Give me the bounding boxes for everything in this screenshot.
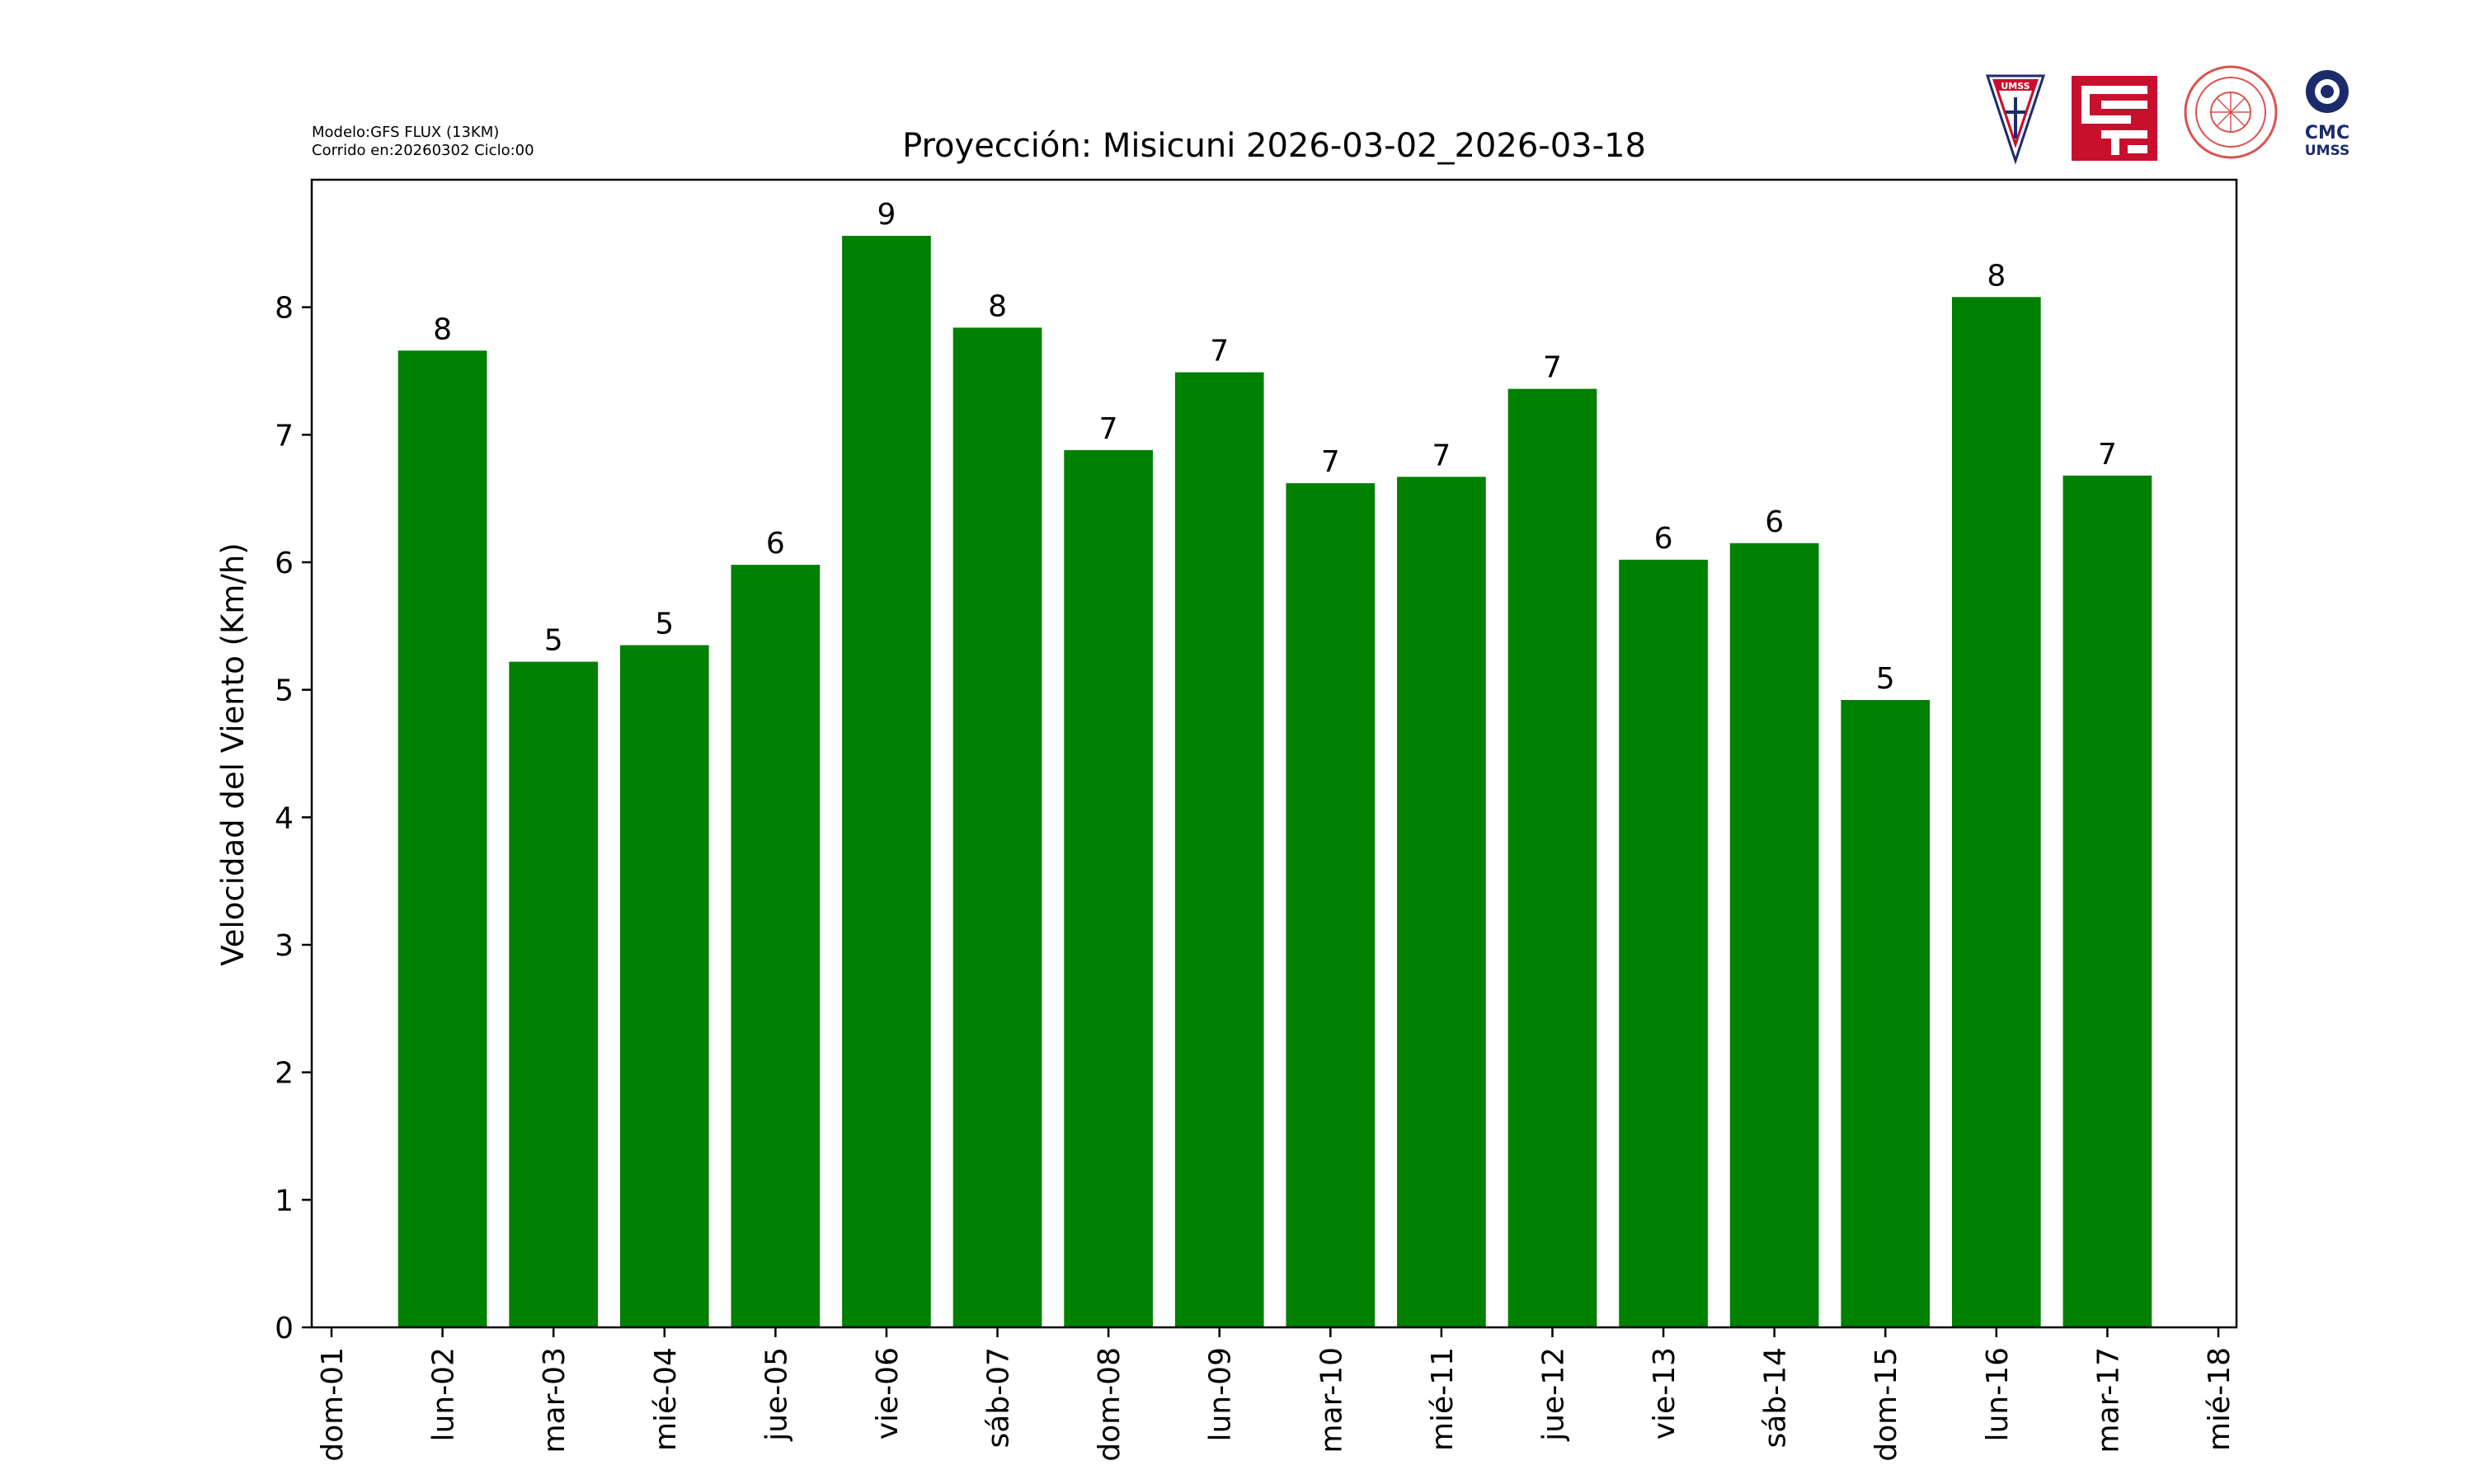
- bar-mié-04: [619, 645, 709, 1327]
- bar-value-label: 8: [1987, 259, 2006, 293]
- umss-shield-logo: UMSS: [1985, 74, 2046, 165]
- bar-vie-13: [1619, 559, 1708, 1327]
- x-tick-label: mar-17: [2091, 1347, 2125, 1453]
- x-tick-label: lun-16: [1981, 1347, 2015, 1441]
- bar-value-label: 6: [1765, 505, 1784, 539]
- x-tick-label: mar-03: [538, 1347, 571, 1453]
- bar-value-label: 6: [1654, 522, 1673, 556]
- bar-value-label: 6: [766, 527, 785, 561]
- x-tick-label: dom-01: [316, 1347, 350, 1462]
- y-tick-label: 0: [275, 1312, 294, 1345]
- bar-jue-05: [731, 565, 821, 1327]
- y-tick-label: 7: [275, 419, 294, 453]
- x-tick-label: mar-10: [1315, 1347, 1348, 1453]
- x-tick-label: jue-05: [760, 1347, 793, 1442]
- x-tick-label: mié-04: [649, 1347, 683, 1451]
- x-tick-label: dom-08: [1093, 1347, 1126, 1462]
- cmc-umss-logo: CMC UMSS: [2305, 70, 2349, 159]
- y-axis-label: Velocidad del Viento (Km/h): [215, 542, 251, 965]
- x-tick-label: jue-12: [1536, 1347, 1570, 1442]
- y-tick-label: 1: [275, 1184, 294, 1218]
- x-tick-label: mié-18: [2203, 1347, 2236, 1451]
- x-tick-label: vie-13: [1648, 1347, 1681, 1439]
- bar-mar-10: [1286, 483, 1376, 1327]
- plot-frame: [310, 178, 2238, 1329]
- bar-labels-layer: 8 5 5 6 9 8 7 7 7 7 7 6 6 5 8 7: [433, 198, 2117, 696]
- bar-lun-09: [1174, 372, 1264, 1328]
- bar-value-label: 5: [655, 608, 674, 641]
- bar-value-label: 7: [1210, 335, 1229, 369]
- y-tick-label: 5: [275, 674, 294, 708]
- bar-value-label: 9: [877, 198, 896, 232]
- bar-value-label: 5: [1876, 662, 1895, 696]
- y-tick-label: 6: [275, 547, 294, 580]
- y-tick-label: 3: [275, 929, 294, 963]
- bar-dom-15: [1841, 700, 1931, 1327]
- y-axis: 0 1 2 3 4 5 6 7 8: [275, 292, 312, 1345]
- x-axis: dom-01 lun-02 mar-03 mié-04 jue-05 vie-06 sáb-…: [316, 1327, 2236, 1462]
- bar-value-label: 7: [1543, 351, 1562, 385]
- bar-lun-16: [1951, 297, 2041, 1327]
- umss-logo-label: UMSS: [2001, 81, 2030, 92]
- run-info-text: Corrido en:20260302 Ciclo:00: [312, 142, 534, 159]
- x-tick-label: mié-11: [1426, 1347, 1460, 1451]
- bar-jue-12: [1507, 388, 1597, 1327]
- bar-value-label: 7: [2098, 438, 2117, 472]
- x-tick-label: vie-06: [871, 1347, 905, 1439]
- bar-value-label: 5: [544, 624, 563, 658]
- bar-value-label: 8: [988, 289, 1007, 323]
- bar-lun-02: [397, 350, 487, 1328]
- fcyt-logo: [2072, 76, 2157, 161]
- bar-dom-08: [1064, 449, 1153, 1327]
- physics-department-seal: [2184, 65, 2278, 159]
- y-tick-label: 8: [275, 292, 294, 326]
- y-tick-label: 4: [275, 801, 294, 835]
- bar-sáb-14: [1729, 542, 1819, 1327]
- cmc-logo-sublabel: UMSS: [2305, 143, 2349, 159]
- chart-title: Proyección: Misicuni 2026-03-02_2026-03-…: [902, 127, 1646, 165]
- bar-value-label: 7: [1432, 439, 1451, 472]
- bar-mar-03: [509, 661, 599, 1327]
- cmc-logo-label: CMC: [2305, 123, 2349, 143]
- x-tick-label: dom-15: [1870, 1347, 1903, 1462]
- bar-vie-06: [842, 236, 931, 1327]
- bar-mar-17: [2062, 475, 2152, 1327]
- model-info-text: Modelo:GFS FLUX (13KM): [312, 124, 499, 141]
- bar-value-label: 7: [1099, 412, 1118, 446]
- bar-sáb-07: [952, 327, 1042, 1327]
- bars-layer: [397, 236, 2152, 1328]
- bar-value-label: 8: [433, 312, 452, 346]
- x-tick-label: lun-02: [427, 1347, 461, 1441]
- x-tick-label: lun-09: [1204, 1347, 1238, 1441]
- y-tick-label: 2: [275, 1057, 294, 1091]
- bar-mié-11: [1397, 477, 1486, 1328]
- bar-value-label: 7: [1321, 445, 1340, 479]
- x-tick-label: sáb-14: [1759, 1347, 1793, 1448]
- x-tick-label: sáb-07: [982, 1347, 1016, 1448]
